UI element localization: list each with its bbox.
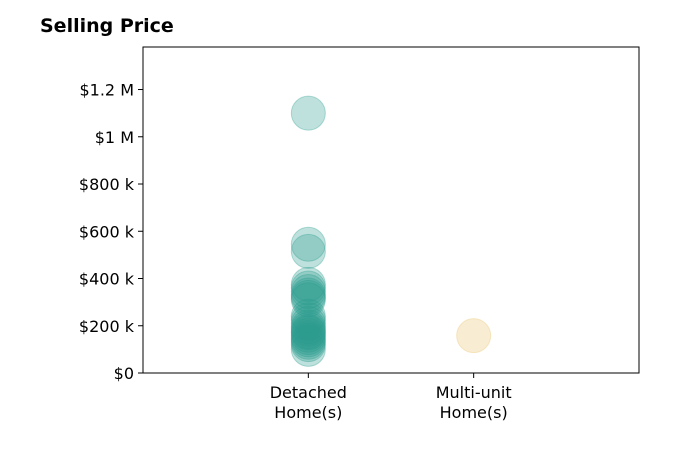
data-point bbox=[456, 318, 492, 354]
data-point bbox=[290, 277, 326, 313]
y-tick-label: $200 k bbox=[79, 317, 135, 336]
y-tick-label: $800 k bbox=[79, 175, 135, 194]
data-point bbox=[290, 305, 326, 341]
data-point bbox=[290, 266, 326, 302]
data-point bbox=[290, 95, 326, 131]
y-tick-label: $400 k bbox=[79, 270, 135, 289]
data-point bbox=[290, 302, 326, 338]
x-tick-label: Multi-unit Home(s) bbox=[436, 383, 512, 422]
y-tick-label: $1.2 M bbox=[79, 81, 134, 100]
x-tick-label: Detached Home(s) bbox=[270, 383, 347, 422]
chart-title: Selling Price bbox=[40, 15, 174, 37]
data-point bbox=[290, 233, 326, 269]
data-point bbox=[290, 274, 326, 309]
y-tick-label: $1 M bbox=[95, 128, 134, 147]
data-point bbox=[290, 324, 326, 360]
data-point bbox=[290, 282, 326, 318]
data-point bbox=[290, 327, 326, 363]
y-tick-label: $600 k bbox=[79, 222, 135, 241]
data-points bbox=[290, 95, 492, 367]
data-point bbox=[290, 298, 326, 334]
data-point bbox=[290, 320, 326, 356]
data-point bbox=[290, 270, 326, 306]
data-point bbox=[290, 331, 326, 367]
data-point bbox=[290, 314, 326, 350]
data-point bbox=[290, 322, 326, 358]
y-axis: $0 $200 k $400 k $600 k $800 k $1 M $1.2 M bbox=[79, 81, 143, 383]
y-tick-label: $0 bbox=[114, 364, 134, 383]
data-point bbox=[290, 309, 326, 345]
data-point bbox=[290, 315, 326, 351]
data-point bbox=[290, 226, 326, 262]
data-point bbox=[290, 311, 326, 347]
x-axis: Detached Home(s) Multi-unit Home(s) bbox=[270, 373, 512, 422]
data-point bbox=[290, 317, 326, 353]
plot-frame bbox=[142, 46, 640, 374]
data-point bbox=[290, 279, 326, 315]
